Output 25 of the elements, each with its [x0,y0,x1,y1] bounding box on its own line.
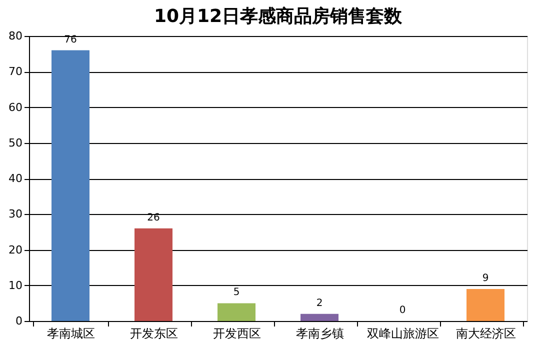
bar [134,228,172,321]
bar [218,303,256,321]
bar [466,288,504,321]
chart-title: 10月12日孝感商品房销售套数 [154,6,404,27]
data-label: 5 [233,287,240,298]
x-tick-label: 开发东区 [130,326,178,340]
x-tick-label: 开发西区 [213,326,261,340]
y-tick-label: 30 [8,208,22,221]
y-tick-label: 70 [8,65,22,78]
y-tick-label: 60 [8,100,22,114]
y-tick-label: 0 [16,314,22,328]
x-tick-label: 南大经济区 [456,326,516,340]
data-label: 9 [482,272,489,284]
y-tick-label: 80 [8,30,22,42]
y-tick-label: 50 [8,136,22,150]
y-tick-label: 20 [8,243,22,256]
data-label: 0 [399,305,406,316]
x-tick-label: 双峰山旅游区 [367,326,439,340]
data-label: 2 [316,298,323,309]
bar [52,50,90,321]
x-tick-label: 孝南城区 [47,326,95,340]
bar [300,314,338,321]
y-tick-label: 40 [8,172,22,185]
x-tick-label: 孝南乡镇 [296,326,344,340]
y-tick-label: 10 [8,278,22,292]
